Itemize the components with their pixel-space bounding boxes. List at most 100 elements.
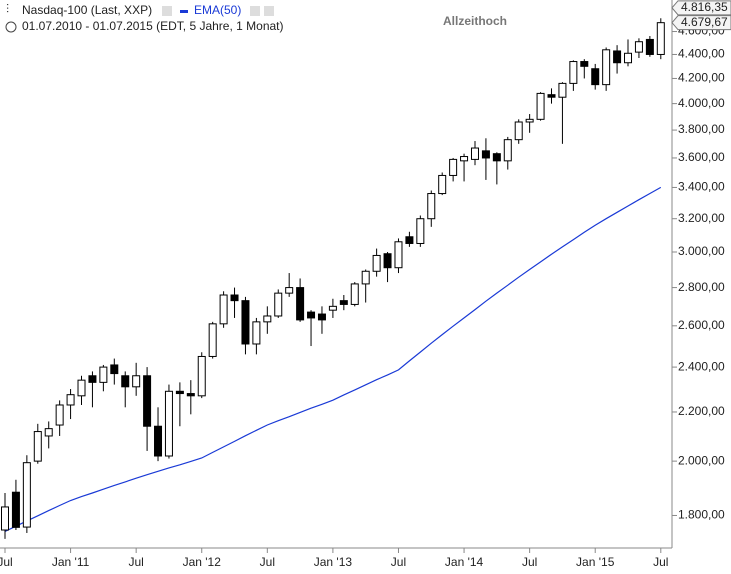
y-tick-label: 2.600,00 [678,318,725,332]
candle-body [99,366,108,383]
y-tick-label: 3.600,00 [678,150,725,164]
candle-body [132,375,141,388]
annotation: Allzeithoch [443,14,507,28]
y-tick-label: 1.800,00 [678,508,725,522]
price-tag [671,15,731,31]
y-tick-label: 3.000,00 [678,244,725,258]
close-icon[interactable] [264,6,274,16]
candle-body [1,506,9,531]
candle-body [416,218,425,244]
candle-body [296,287,305,321]
candle-body [634,41,643,53]
candle-body [175,390,184,395]
candle-body [481,150,490,159]
x-tick-label: Jan '12 [183,555,222,569]
candle-body [350,283,359,305]
candle-body [143,375,152,427]
x-tick-label: Jul [260,555,275,569]
y-tick-label: 3.400,00 [678,180,725,194]
candle-body [645,38,654,55]
candle-body [197,355,206,397]
candle-body [569,61,578,84]
chart-subtitle: 01.07.2010 - 01.07.2015 (EDT, 5 Jahre, 1… [22,19,284,33]
x-tick-label: Jul [128,555,143,569]
ema-line [4,186,662,533]
candle-body [602,49,611,86]
candle-body [110,364,119,375]
candle-body [11,491,20,528]
y-tick-label: 2.800,00 [678,280,725,294]
candle-body [536,92,545,120]
y-tick-label: 2.200,00 [678,404,725,418]
candle-body [449,158,458,176]
y-tick-label: 4.200,00 [678,71,725,85]
chart-title: Nasdaq-100 (Last, XXP) [22,3,152,17]
y-tick-label: 2.400,00 [678,359,725,373]
candle-body [492,153,501,162]
candle-body [503,139,512,162]
x-tick-label: Jul [653,555,668,569]
x-tick-label: Jan '15 [576,555,615,569]
x-tick-label: Jul [391,555,406,569]
y-tick-label: 3.200,00 [678,211,725,225]
price-label: 4.679,67 [681,15,728,29]
candle-body [33,431,42,462]
candle-body [241,300,250,345]
candle-body [580,61,589,67]
candle-body [307,311,316,319]
candle-body [514,121,523,141]
candle-body [77,379,86,397]
candle-body [219,294,228,325]
bars-icon: ⫶ [6,2,9,16]
candle-body [154,425,163,457]
candle-body [317,313,326,321]
candle-body [44,428,53,437]
candle-body [328,305,337,311]
x-tick-label: Jan '13 [314,555,353,569]
candle-body [208,323,217,357]
clock-icon [5,21,17,33]
legend-label: EMA(50) [194,3,241,17]
candle-body [656,22,665,55]
settings-icon[interactable] [250,6,260,16]
candle-body [372,254,381,272]
candle-body [613,50,622,64]
candle-body [361,270,370,285]
x-tick-label: Jan '14 [445,555,484,569]
plot-area [1,18,665,539]
candle-body [55,404,64,426]
x-tick-label: Jan '11 [52,555,90,569]
candle-body [427,193,436,220]
candle-body [66,394,75,406]
candle-body [405,236,414,244]
candle-body [121,375,130,388]
y-tick-label: 4.000,00 [678,96,725,110]
candle-body [285,287,294,294]
candle-body [547,94,556,98]
candle-body [186,393,195,397]
y-tick-label: 4.400,00 [678,47,725,61]
candle-body [383,253,392,269]
price-label: 4.816,35 [681,0,728,14]
candle-body [274,292,283,317]
candle-body [164,390,173,457]
y-tick-label: 3.800,00 [678,122,725,136]
candle-body [22,462,31,528]
candle-body [470,147,479,160]
candle-body [88,375,97,383]
candle-body [394,241,403,269]
header: ⫶ Nasdaq-100 (Last, XXP) EMA(50) 01.07.2… [5,2,507,33]
candle-body [263,315,272,323]
candle-body [339,300,348,305]
legend-swatch [180,10,188,13]
candle-body [624,52,633,64]
settings-icon[interactable] [162,6,172,16]
price-tag [671,0,731,16]
candle-body [438,174,447,195]
candle-body [558,82,567,98]
candle-body [230,294,239,302]
candle-body [525,118,534,123]
candle-body [591,68,600,86]
candle-body [252,321,261,345]
